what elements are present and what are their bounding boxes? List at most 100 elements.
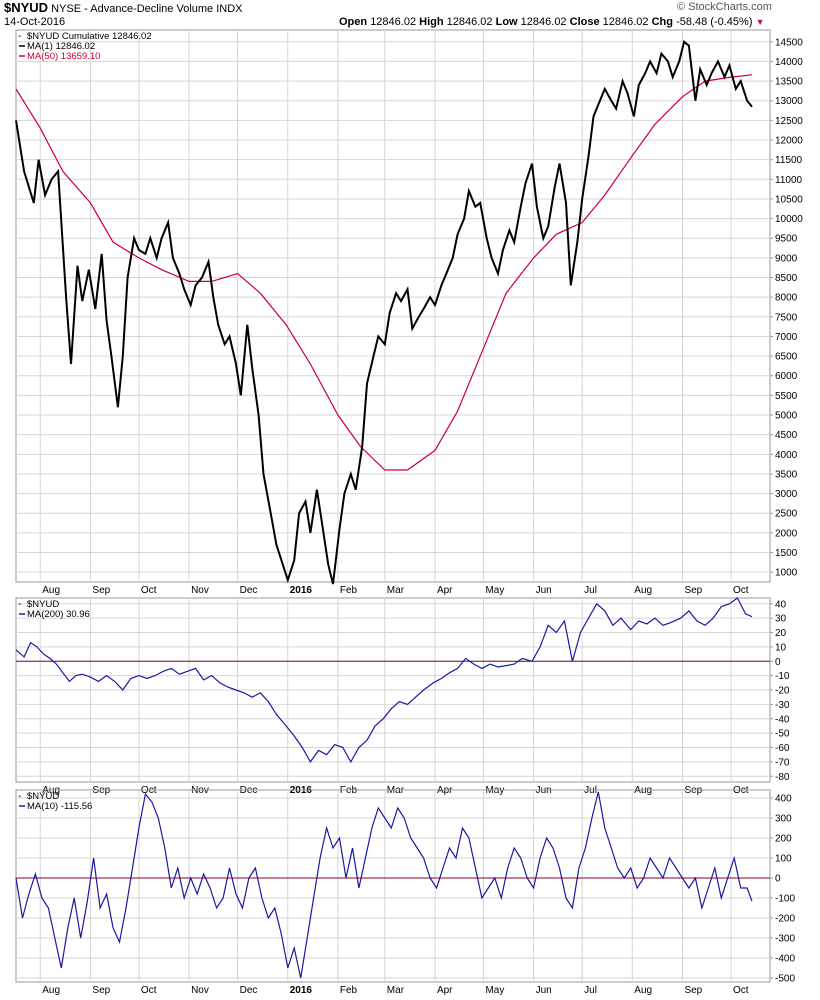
x-tick-label: May xyxy=(485,985,504,996)
legend-entry: MA(50) 13659.10 xyxy=(27,51,100,62)
y-tick-label: 100 xyxy=(775,854,792,865)
x-tick-label: May xyxy=(485,585,504,596)
y-tick-label: 12500 xyxy=(775,116,803,127)
panel-frame xyxy=(15,789,771,983)
open-label: Open xyxy=(339,16,368,28)
y-tick-label: 9500 xyxy=(775,234,798,245)
x-tick-label: Jun xyxy=(536,985,552,996)
x-tick-label: 2016 xyxy=(290,985,313,996)
y-tick-label: -20 xyxy=(775,686,790,697)
y-tick-label: -200 xyxy=(775,914,795,925)
y-tick-label: 2000 xyxy=(775,528,798,539)
y-tick-label: 4500 xyxy=(775,430,798,441)
header-title-row: $NYUD NYSE - Advance-Decline Volume INDX xyxy=(4,1,243,16)
y-tick-label: -80 xyxy=(775,772,790,783)
y-tick-label: 11000 xyxy=(775,175,803,186)
x-tick-label: Nov xyxy=(191,985,209,996)
y-tick-label: 7000 xyxy=(775,332,798,343)
y-tick-label: 13500 xyxy=(775,77,803,88)
y-tick-label: 200 xyxy=(775,834,792,845)
x-tick-label: Dec xyxy=(240,985,258,996)
y-tick-label: 10500 xyxy=(775,194,803,205)
chg-label: Chg xyxy=(651,16,673,28)
x-tick-label: Aug xyxy=(634,585,652,596)
indicator-line xyxy=(15,791,753,979)
x-tick-label: Mar xyxy=(387,985,405,996)
y-tick-label: -40 xyxy=(775,714,790,725)
x-tick-label: Feb xyxy=(340,585,358,596)
legend-dash: - xyxy=(18,791,21,802)
close-value: 12846.02 xyxy=(602,16,649,28)
y-tick-label: -400 xyxy=(775,954,795,965)
x-tick-label: Oct xyxy=(733,985,749,996)
x-tick-label: Jun xyxy=(536,585,552,596)
legend-entry: MA(200) 30.96 xyxy=(27,609,90,620)
low-value: 12846.02 xyxy=(520,16,567,28)
y-tick-label: 3500 xyxy=(775,469,798,480)
symbol-label: $NYUD xyxy=(4,0,49,15)
y-tick-label: -10 xyxy=(775,671,790,682)
y-tick-label: 14500 xyxy=(775,37,803,48)
open-value: 12846.02 xyxy=(370,16,417,28)
chg-value: -58.48 (-0.45%) xyxy=(676,16,753,28)
y-tick-label: -30 xyxy=(775,700,790,711)
indicator-line xyxy=(15,597,753,764)
legend-entry: $NYUD xyxy=(27,791,59,802)
legend-dash: - xyxy=(18,31,21,42)
x-tick-label: Dec xyxy=(240,585,258,596)
y-tick-label: 8500 xyxy=(775,273,798,284)
description-label: NYSE - Advance-Decline Volume INDX xyxy=(51,3,243,15)
y-tick-label: 6000 xyxy=(775,371,798,382)
legend-dash: - xyxy=(18,599,21,610)
legend-entry: MA(1) 12846.02 xyxy=(27,41,95,52)
watermark-label: © StockCharts.com xyxy=(677,1,772,13)
x-tick-label: Aug xyxy=(42,985,60,996)
y-tick-label: -50 xyxy=(775,729,790,740)
y-tick-label: -70 xyxy=(775,757,790,768)
ma50-line xyxy=(15,74,753,471)
y-tick-label: 30 xyxy=(775,614,787,625)
x-tick-label: Oct xyxy=(733,585,749,596)
y-tick-label: 14000 xyxy=(775,57,803,68)
x-tick-label: 2016 xyxy=(290,585,313,596)
x-tick-label: Apr xyxy=(437,585,453,596)
y-tick-label: 0 xyxy=(775,874,781,885)
x-tick-label: Aug xyxy=(42,585,60,596)
y-tick-label: 20 xyxy=(775,628,787,639)
y-tick-label: 7500 xyxy=(775,312,798,323)
date-label: 14-Oct-2016 xyxy=(4,16,66,28)
y-tick-label: 8000 xyxy=(775,293,798,304)
y-tick-label: -500 xyxy=(775,974,795,985)
y-tick-label: 9000 xyxy=(775,253,798,264)
x-tick-label: Oct xyxy=(141,985,157,996)
y-tick-label: 12000 xyxy=(775,136,803,147)
y-tick-label: 3000 xyxy=(775,489,798,500)
down-triangle-icon: ▼ xyxy=(755,17,765,27)
x-tick-label: Sep xyxy=(92,985,110,996)
x-tick-label: Jul xyxy=(584,585,597,596)
y-tick-label: 10000 xyxy=(775,214,803,225)
y-tick-label: 1500 xyxy=(775,548,798,559)
y-tick-label: 13000 xyxy=(775,96,803,107)
panel-frame xyxy=(15,29,771,583)
x-tick-label: Sep xyxy=(92,585,110,596)
y-tick-label: 6500 xyxy=(775,352,798,363)
y-tick-label: 11500 xyxy=(775,155,803,166)
y-tick-label: 0 xyxy=(775,657,781,668)
y-tick-label: 10 xyxy=(775,642,787,653)
x-tick-label: Sep xyxy=(684,985,702,996)
legend-entry: $NYUD xyxy=(27,599,59,610)
y-tick-label: 5500 xyxy=(775,391,798,402)
y-tick-label: 2500 xyxy=(775,509,798,520)
x-tick-label: Aug xyxy=(634,985,652,996)
y-tick-label: 5000 xyxy=(775,411,798,422)
y-tick-label: -300 xyxy=(775,934,795,945)
y-tick-label: 300 xyxy=(775,814,792,825)
high-value: 12846.02 xyxy=(446,16,493,28)
x-tick-label: Sep xyxy=(684,585,702,596)
x-tick-label: Oct xyxy=(141,585,157,596)
cumulative-line xyxy=(15,40,753,585)
x-tick-label: Nov xyxy=(191,585,209,596)
y-tick-label: 40 xyxy=(775,599,787,610)
